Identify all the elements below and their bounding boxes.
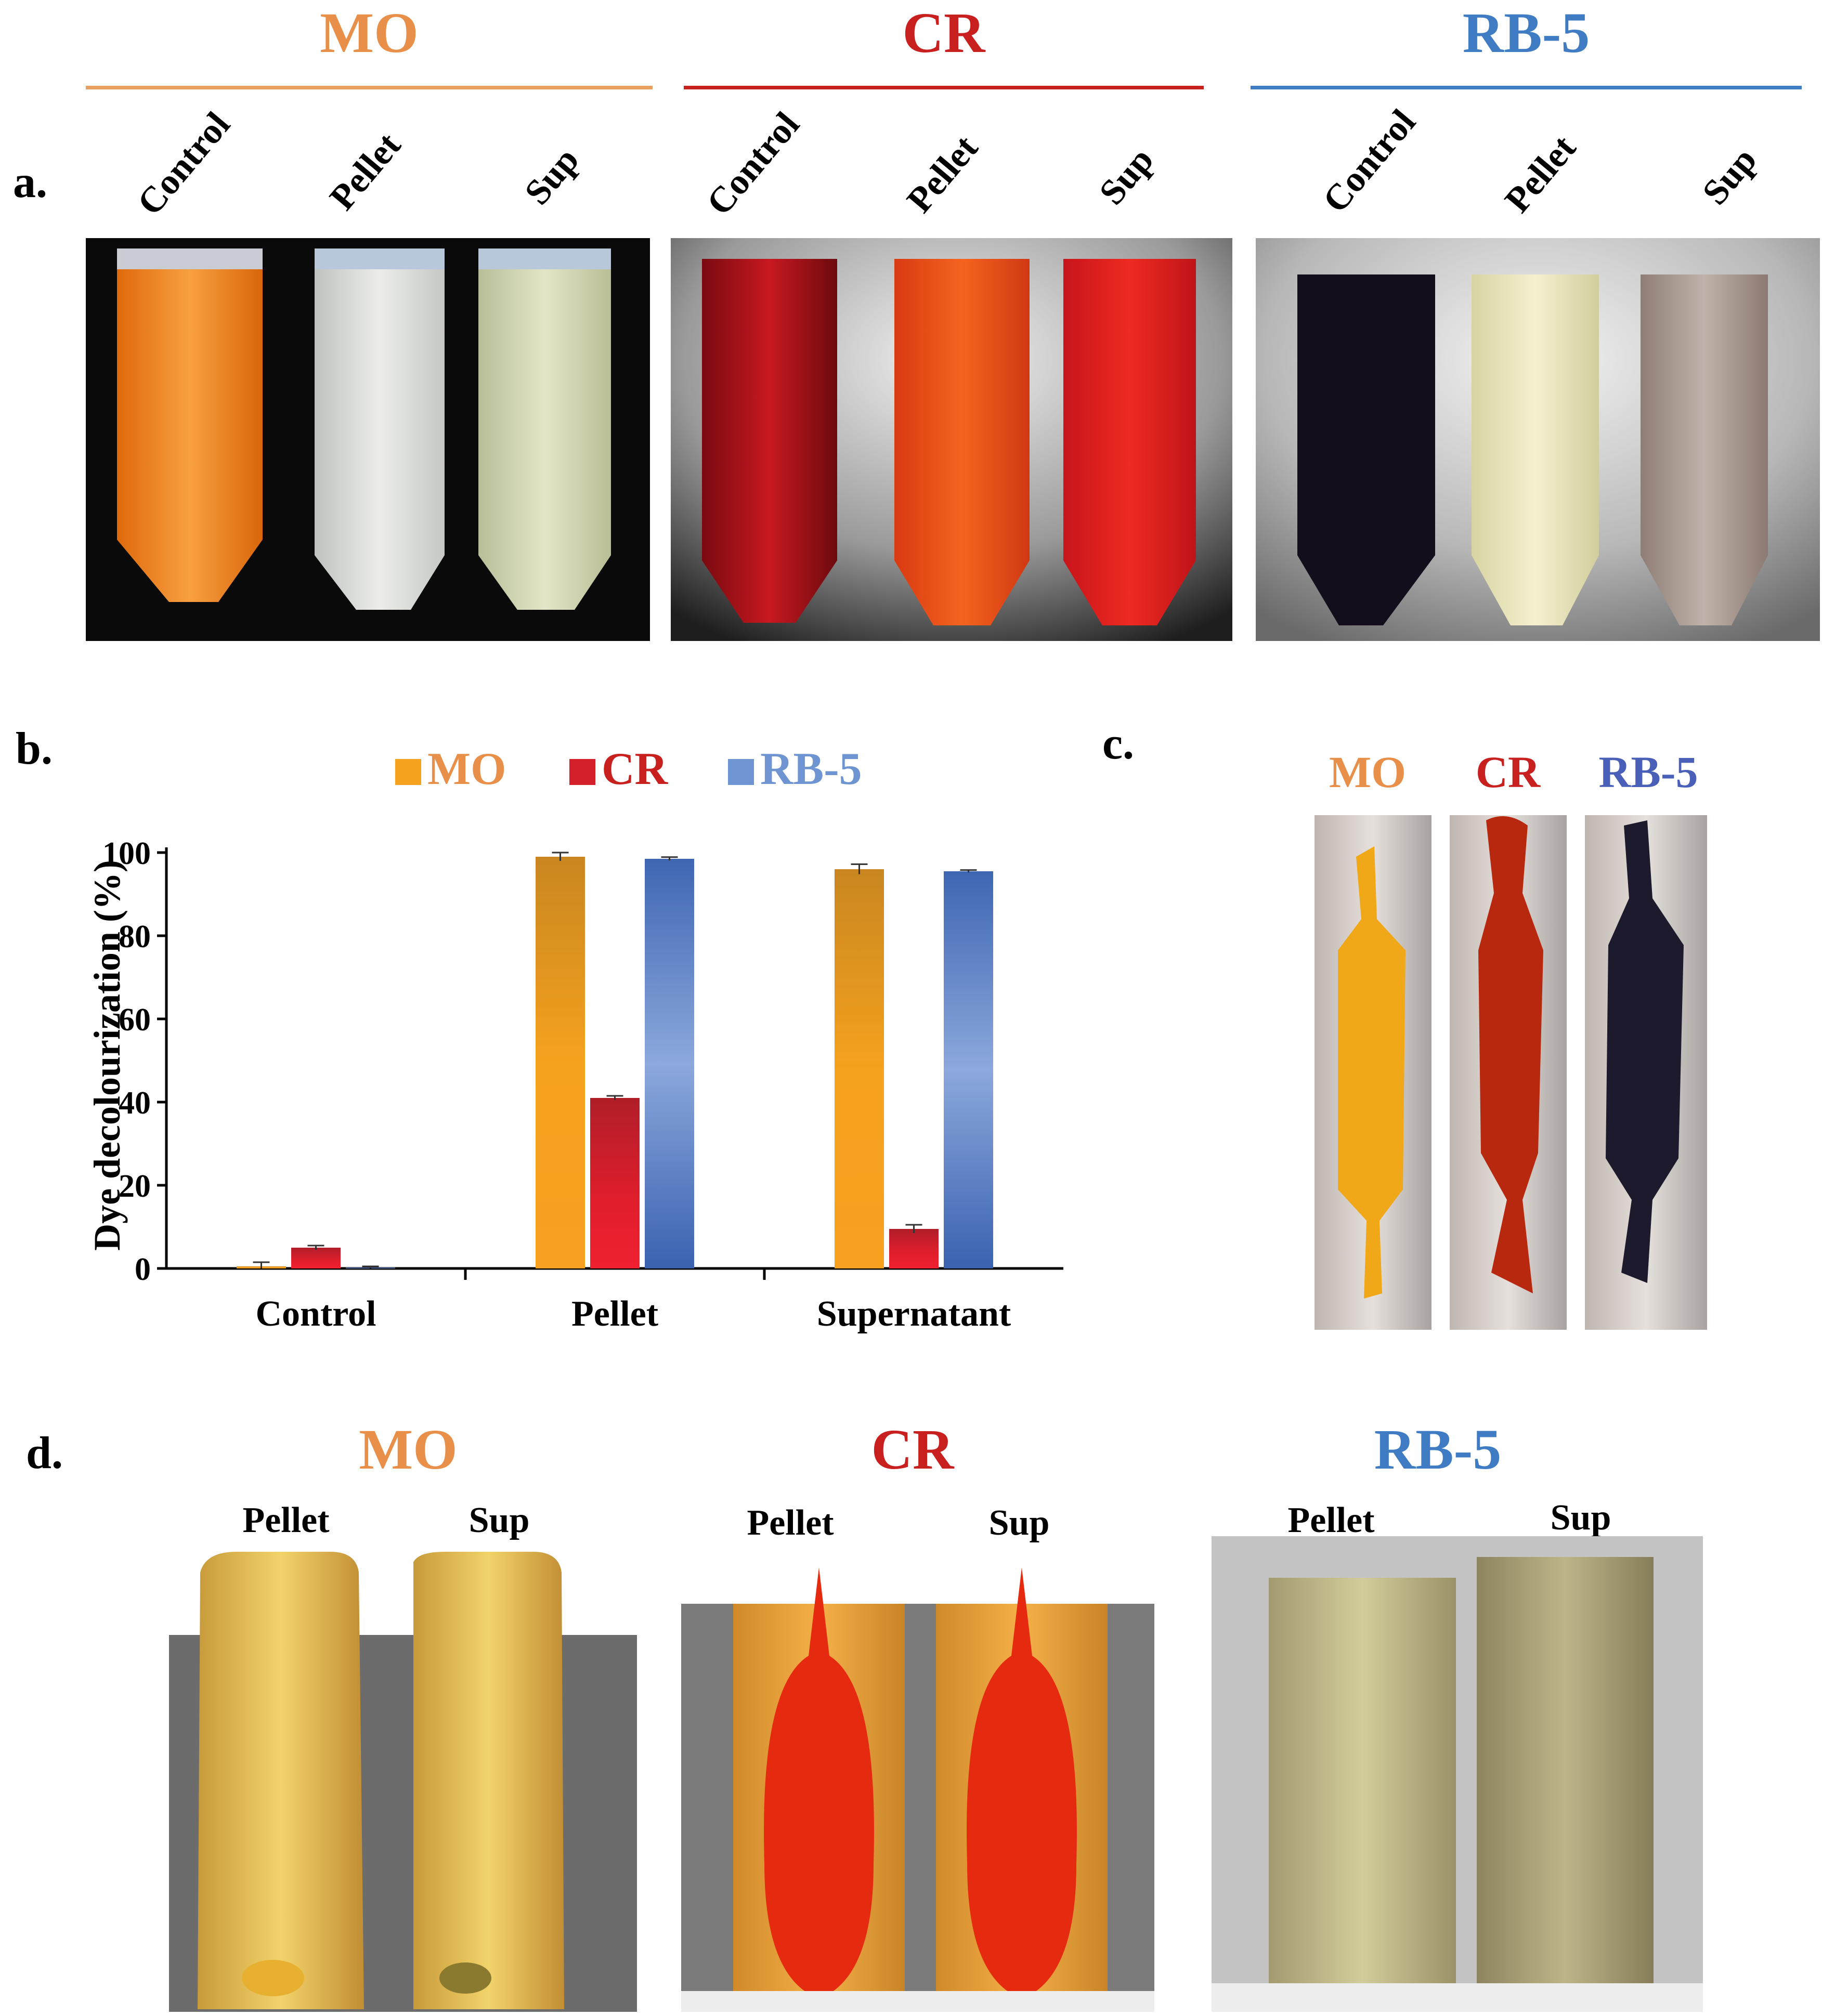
x-category-label: Supernatant <box>817 1294 1011 1334</box>
x-category-label: Control <box>255 1294 376 1334</box>
y-tick-label: 0 <box>135 1252 151 1287</box>
panel-c-rb5-label: RB-5 <box>1598 747 1698 797</box>
panel-d-mo-sup-label: Sup <box>468 1500 530 1540</box>
panel-d-rb5-header: RB-5 <box>1374 1418 1502 1481</box>
panel-a-cr-header: CR <box>902 1 985 64</box>
panel-a-mo-photo <box>86 238 650 641</box>
panel-a-mo-sup-label: Sup <box>517 140 587 213</box>
panel-a-rb5-rule <box>1251 86 1802 89</box>
panel-c-cr-label: CR <box>1475 747 1541 797</box>
panel-d-cr-sup-label: Sup <box>988 1503 1050 1543</box>
panel-a-cr-control-label: Control <box>699 104 808 223</box>
y-tick-label: 80 <box>119 919 151 954</box>
y-tick-label: 60 <box>119 1002 151 1038</box>
legend-swatch-mo <box>395 759 421 785</box>
y-axis-label: Dye decolourization (%) <box>86 860 128 1251</box>
panel-d-rb5-sup-label: Sup <box>1550 1498 1611 1538</box>
panel-a-letter: a. <box>13 157 47 207</box>
bar-mo-supernatant <box>835 869 884 1268</box>
panel-d-rb5-pellet-label: Pellet <box>1287 1500 1375 1540</box>
legend-swatch-cr <box>569 759 595 785</box>
panel-a-mo-header: MO <box>320 1 419 64</box>
panel-d-mo-header: MO <box>359 1418 458 1481</box>
panel-a-cr-photo <box>671 238 1232 641</box>
panel-c-mo-label: MO <box>1329 747 1407 797</box>
bar-mo-pellet <box>536 857 585 1268</box>
panel-d-cr-header: CR <box>871 1418 954 1481</box>
legend-label-rb-5: RB-5 <box>760 744 862 794</box>
bar-rb-5-pellet <box>645 859 694 1268</box>
bar-cr-pellet <box>590 1098 640 1268</box>
panel-d-cr-pellet-label: Pellet <box>747 1503 834 1543</box>
panel-d-cr-photo <box>681 1552 1154 2012</box>
panel-c-photo <box>1315 815 1707 1330</box>
panel-b-letter: b. <box>16 724 53 774</box>
panel-b-bar-chart: MO CR RB-5 0 20 40 60 80 100 Control Pellet Supern… <box>86 744 1063 1334</box>
bar-cr-supernatant <box>889 1229 939 1268</box>
legend-label-cr: CR <box>602 744 669 794</box>
panel-a-mo-pellet-label: Pellet <box>322 125 409 218</box>
panel-a-cr-sup-label: Sup <box>1091 140 1162 213</box>
panel-d-mo-photo <box>169 1552 637 2012</box>
panel-a-mo-rule <box>86 86 653 89</box>
panel-d-rb5-photo <box>1212 1536 1703 2012</box>
y-tick-label: 20 <box>119 1169 151 1204</box>
panel-d-letter: d. <box>26 1428 63 1478</box>
y-tick-label: 40 <box>119 1085 151 1121</box>
panel-a-mo-control-label: Control <box>129 104 238 223</box>
panel-c-letter: c. <box>1102 718 1135 769</box>
bar-cr-control <box>291 1248 341 1268</box>
panel-a-rb5-control-label: Control <box>1315 102 1424 220</box>
panel-a-rb5-pellet-label: Pellet <box>1497 128 1584 220</box>
legend-swatch-rb-5 <box>728 759 754 785</box>
panel-a-rb5-photo <box>1256 238 1820 641</box>
panel-a-rb5-header: RB-5 <box>1462 1 1590 64</box>
panel-d-mo-pellet-label: Pellet <box>242 1500 330 1540</box>
legend-label-mo: MO <box>427 744 506 794</box>
x-category-label: Pellet <box>571 1294 658 1334</box>
panel-a-cr-pellet-label: Pellet <box>899 128 986 220</box>
panel-a-cr-rule <box>684 86 1204 89</box>
y-tick-label: 100 <box>102 836 151 871</box>
panel-a-rb5-sup-label: Sup <box>1695 140 1765 213</box>
bar-rb-5-supernatant <box>944 871 993 1268</box>
